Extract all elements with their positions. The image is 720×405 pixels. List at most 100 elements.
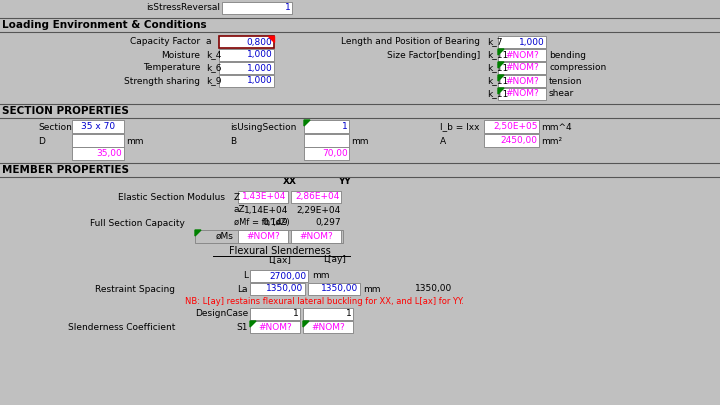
FancyBboxPatch shape	[498, 36, 546, 48]
Text: 1: 1	[284, 4, 290, 13]
Text: Full Section Capacity: Full Section Capacity	[90, 219, 185, 228]
Text: 2,29E+04: 2,29E+04	[297, 205, 341, 215]
Text: 2450,00: 2450,00	[500, 136, 538, 145]
Text: 0,800: 0,800	[247, 38, 272, 47]
FancyBboxPatch shape	[72, 120, 124, 133]
FancyBboxPatch shape	[219, 36, 274, 48]
Polygon shape	[304, 120, 310, 126]
Polygon shape	[268, 36, 274, 42]
FancyBboxPatch shape	[222, 2, 292, 14]
Text: 1,000: 1,000	[247, 77, 272, 85]
Text: 1,000: 1,000	[518, 38, 544, 47]
FancyBboxPatch shape	[72, 134, 124, 147]
Text: mm: mm	[126, 136, 143, 145]
Text: #NOM?: #NOM?	[505, 51, 539, 60]
Text: k_6: k_6	[206, 64, 222, 72]
FancyBboxPatch shape	[250, 321, 300, 333]
Text: Z: Z	[234, 192, 240, 202]
FancyBboxPatch shape	[498, 75, 546, 87]
Text: D: D	[38, 136, 45, 145]
Text: S1: S1	[236, 322, 248, 332]
Text: k_4: k_4	[206, 51, 221, 60]
FancyBboxPatch shape	[195, 230, 343, 243]
Text: k_7: k_7	[487, 38, 503, 47]
Text: 1,43E+04: 1,43E+04	[242, 192, 287, 202]
Text: isUsingSection: isUsingSection	[230, 122, 297, 132]
Text: mm²: mm²	[541, 136, 562, 145]
Polygon shape	[498, 88, 504, 94]
Text: 1,000: 1,000	[247, 64, 272, 72]
Text: L[ay]: L[ay]	[323, 256, 346, 264]
Text: Capacity Factor: Capacity Factor	[130, 38, 200, 47]
Text: 0,149: 0,149	[262, 219, 288, 228]
FancyBboxPatch shape	[303, 321, 353, 333]
Text: NB: L[ay] restains flexural lateral buckling for XX, and L[ax] for YY.: NB: L[ay] restains flexural lateral buck…	[185, 296, 464, 305]
Text: Section: Section	[38, 122, 72, 132]
Text: compression: compression	[549, 64, 606, 72]
Text: 1: 1	[346, 309, 351, 318]
Text: bending: bending	[549, 51, 586, 60]
FancyBboxPatch shape	[250, 270, 308, 282]
Text: #NOM?: #NOM?	[505, 64, 539, 72]
Text: tension: tension	[549, 77, 582, 85]
FancyBboxPatch shape	[0, 163, 720, 177]
Text: XX: XX	[283, 177, 297, 185]
Text: 2,50E+05: 2,50E+05	[493, 122, 538, 131]
Text: Loading Environment & Conditions: Loading Environment & Conditions	[2, 20, 207, 30]
Text: 1350,00: 1350,00	[266, 284, 304, 294]
FancyBboxPatch shape	[250, 308, 300, 320]
FancyBboxPatch shape	[238, 230, 288, 243]
Text: shear: shear	[549, 90, 575, 98]
Text: 0,297: 0,297	[315, 219, 341, 228]
Text: Flexural Slenderness: Flexural Slenderness	[229, 246, 331, 256]
FancyBboxPatch shape	[484, 120, 539, 133]
FancyBboxPatch shape	[484, 134, 539, 147]
Text: 2700,00: 2700,00	[269, 271, 307, 281]
Text: #NOM?: #NOM?	[505, 90, 539, 98]
Text: Size Factor[bending]: Size Factor[bending]	[387, 51, 480, 60]
Text: 1,14E+04: 1,14E+04	[243, 205, 288, 215]
FancyBboxPatch shape	[304, 147, 349, 160]
Text: mm: mm	[363, 284, 380, 294]
Text: B: B	[230, 136, 236, 145]
Text: SECTION PROPERTIES: SECTION PROPERTIES	[2, 106, 129, 116]
FancyBboxPatch shape	[250, 283, 305, 295]
Text: #NOM?: #NOM?	[299, 232, 333, 241]
Text: Strength sharing: Strength sharing	[124, 77, 200, 85]
Text: Slenderness Coefficient: Slenderness Coefficient	[68, 322, 175, 332]
Text: øMf = fb'(øZ): øMf = fb'(øZ)	[234, 219, 289, 228]
Polygon shape	[303, 321, 309, 327]
Text: 2,86E+04: 2,86E+04	[295, 192, 340, 202]
Text: I_b = Ixx: I_b = Ixx	[440, 122, 480, 132]
Text: 1,000: 1,000	[247, 51, 272, 60]
Text: øMs: øMs	[216, 232, 234, 241]
Text: 35,00: 35,00	[96, 149, 122, 158]
Text: #NOM?: #NOM?	[246, 232, 280, 241]
Text: a: a	[206, 38, 212, 47]
Text: k_11: k_11	[487, 51, 508, 60]
FancyBboxPatch shape	[291, 230, 341, 243]
Text: La: La	[238, 284, 248, 294]
Text: Length and Position of Bearing: Length and Position of Bearing	[341, 38, 480, 47]
Text: DesignCase: DesignCase	[194, 309, 248, 318]
Text: 1350,00: 1350,00	[321, 284, 359, 294]
FancyBboxPatch shape	[304, 134, 349, 147]
Text: 1350,00: 1350,00	[415, 284, 452, 294]
FancyBboxPatch shape	[238, 191, 288, 203]
Text: #NOM?: #NOM?	[311, 322, 345, 332]
FancyBboxPatch shape	[498, 62, 546, 74]
Text: L: L	[243, 271, 248, 281]
Text: A: A	[440, 136, 446, 145]
FancyBboxPatch shape	[291, 191, 341, 203]
Polygon shape	[195, 230, 201, 236]
Text: Elastic Section Modulus: Elastic Section Modulus	[118, 192, 225, 202]
FancyBboxPatch shape	[498, 88, 546, 100]
Text: aZ: aZ	[234, 205, 246, 215]
FancyBboxPatch shape	[308, 283, 360, 295]
Polygon shape	[498, 75, 504, 81]
Polygon shape	[498, 62, 504, 68]
FancyBboxPatch shape	[303, 308, 353, 320]
Text: #NOM?: #NOM?	[505, 77, 539, 85]
Polygon shape	[250, 321, 256, 327]
FancyBboxPatch shape	[304, 120, 349, 133]
